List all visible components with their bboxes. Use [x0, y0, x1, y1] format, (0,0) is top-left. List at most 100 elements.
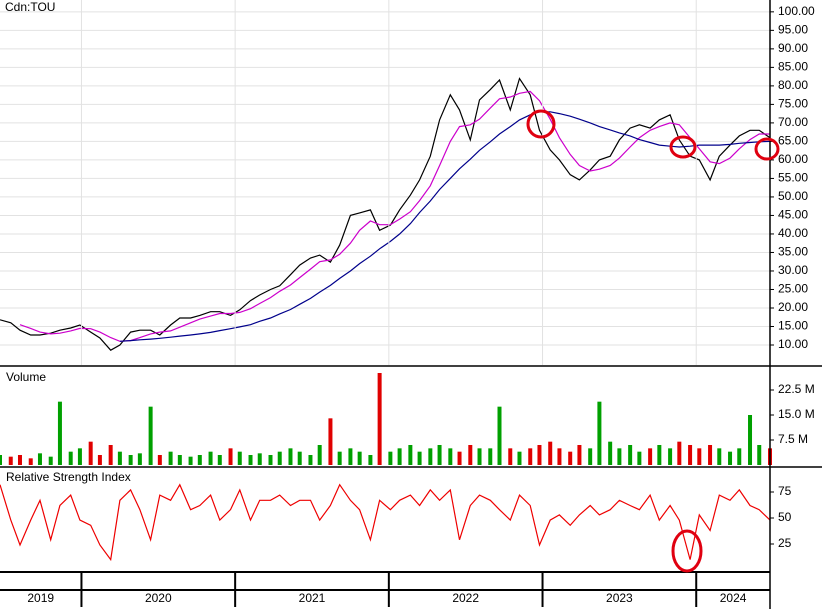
- volume-bar: [57, 401, 62, 465]
- volume-bar: [217, 455, 222, 465]
- volume-bar: [297, 451, 302, 465]
- volume-bar: [328, 418, 333, 465]
- volume-bar: [648, 448, 653, 465]
- volume-bar: [208, 451, 213, 465]
- volume-bar: [548, 441, 553, 465]
- volume-bar: [677, 441, 682, 465]
- panel-title: Volume: [6, 370, 46, 384]
- y-tick-label: 80.00: [778, 78, 808, 92]
- volume-bar: [277, 451, 282, 465]
- chart-title: Cdn:TOU: [5, 0, 55, 14]
- volume-bar: [37, 453, 42, 465]
- volume-bar: [357, 451, 362, 465]
- volume-bar: [0, 455, 2, 465]
- volume-bar: [488, 448, 493, 465]
- volume-bar: [737, 448, 742, 465]
- volume-bar: [77, 448, 82, 465]
- volume-bar: [477, 448, 482, 465]
- volume-bar: [688, 445, 693, 465]
- volume-bar: [228, 448, 233, 465]
- volume-bar: [88, 441, 93, 465]
- volume-bar: [188, 456, 193, 465]
- volume-bar: [428, 448, 433, 465]
- volume-bar: [48, 456, 53, 465]
- x-tick-label: 2021: [299, 591, 326, 605]
- panel-title: Relative Strength Index: [6, 470, 131, 484]
- volume-bar: [97, 455, 102, 465]
- volume-bar: [588, 448, 593, 465]
- volume-bar: [508, 448, 513, 465]
- volume-bar: [108, 445, 113, 465]
- y-tick-label: 35.00: [778, 245, 808, 259]
- y-tick-label: 60.00: [778, 152, 808, 166]
- x-tick-label: 2019: [27, 591, 54, 605]
- volume-bar: [268, 455, 273, 465]
- volume-bar: [317, 445, 322, 465]
- volume-bar: [237, 451, 242, 465]
- volume-bar: [348, 448, 353, 465]
- volume-bar: [248, 455, 253, 465]
- volume-bar: [528, 448, 533, 465]
- y-tick-label: 95.00: [778, 23, 808, 37]
- volume-bar: [568, 451, 573, 465]
- y-tick-label: 45.00: [778, 208, 808, 222]
- volume-bar: [8, 456, 13, 465]
- volume-bar: [168, 451, 173, 465]
- volume-bar: [637, 451, 642, 465]
- series-line: [0, 483, 771, 562]
- volume-bar: [708, 445, 713, 465]
- y-tick-label: 90.00: [778, 41, 808, 55]
- y-tick-label: 7.5 M: [778, 432, 808, 446]
- volume-bar: [377, 373, 382, 465]
- y-tick-label: 10.00: [778, 337, 808, 351]
- x-tick-label: 2020: [145, 591, 172, 605]
- volume-bar: [448, 448, 453, 465]
- volume-bar: [468, 445, 473, 465]
- volume-bar: [728, 451, 733, 465]
- y-tick-label: 30.00: [778, 263, 808, 277]
- volume-bar: [288, 448, 293, 465]
- volume-bar: [457, 451, 462, 465]
- y-tick-label: 70.00: [778, 115, 808, 129]
- y-tick-label: 65.00: [778, 134, 808, 148]
- highlight-circle: [671, 529, 703, 573]
- volume-bar: [197, 455, 202, 465]
- y-tick-label: 85.00: [778, 60, 808, 74]
- highlight-circle: [754, 137, 780, 161]
- volume-bar: [157, 455, 162, 465]
- volume-bar: [397, 448, 402, 465]
- volume-bar: [537, 445, 542, 465]
- volume-bar: [437, 445, 442, 465]
- volume-bar: [668, 448, 673, 465]
- volume-bar: [28, 458, 33, 465]
- volume-bar: [17, 455, 22, 465]
- y-tick-label: 22.5 M: [778, 382, 815, 396]
- highlight-circle: [669, 135, 697, 159]
- highlight-circle: [526, 109, 556, 139]
- volume-bar: [68, 451, 73, 465]
- volume-bar: [137, 453, 142, 465]
- x-tick-label: 2024: [720, 591, 747, 605]
- series-line: [119, 111, 771, 342]
- y-tick-label: 25.00: [778, 282, 808, 296]
- series-line: [19, 90, 770, 342]
- y-tick-label: 40.00: [778, 226, 808, 240]
- volume-bar: [408, 445, 413, 465]
- volume-bar: [177, 455, 182, 465]
- y-tick-label: 75: [778, 484, 792, 498]
- volume-bar: [657, 445, 662, 465]
- y-tick-label: 55.00: [778, 171, 808, 185]
- y-tick-label: 75.00: [778, 97, 808, 111]
- highlight-circles: [526, 109, 780, 573]
- y-tick-label: 25: [778, 536, 792, 550]
- volume-bar: [148, 406, 153, 465]
- y-tick-label: 50: [778, 510, 792, 524]
- x-tick-label: 2022: [452, 591, 479, 605]
- series-line: [0, 77, 771, 351]
- volume-bar: [388, 451, 393, 465]
- volume-bar: [497, 406, 502, 465]
- volume-bar: [628, 445, 633, 465]
